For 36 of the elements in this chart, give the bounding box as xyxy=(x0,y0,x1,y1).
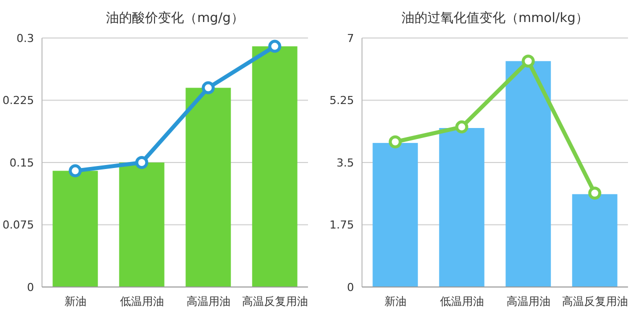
y-tick-label: 0.3 xyxy=(16,32,34,45)
point xyxy=(522,54,535,68)
x-tick-label: 高温用油 xyxy=(506,295,550,308)
y-tick-label: 7 xyxy=(347,32,354,45)
y-tick-label: 5.25 xyxy=(330,94,354,108)
point xyxy=(588,186,602,200)
y-tick-label: 0.225 xyxy=(2,94,34,108)
point xyxy=(202,81,215,94)
x-tick-label: 高温反复用油 xyxy=(562,295,628,308)
chart-title: 油的过氧化值变化（mmol/kg） xyxy=(401,11,589,26)
bar xyxy=(572,194,618,287)
bar xyxy=(119,162,164,287)
y-tick-label: 0 xyxy=(27,280,34,294)
y-tick-label: 0.075 xyxy=(2,218,34,232)
bar xyxy=(506,61,551,287)
y-tick-label: 1.75 xyxy=(330,218,354,232)
y-tick-label: 0.15 xyxy=(10,156,34,170)
bar xyxy=(252,46,298,287)
point xyxy=(455,120,468,134)
point xyxy=(135,156,148,169)
x-tick-label: 低温用油 xyxy=(440,295,484,308)
x-tick-label: 低温用油 xyxy=(120,295,164,308)
x-tick-label: 高温反复用油 xyxy=(242,295,308,308)
bar xyxy=(52,170,98,287)
bar xyxy=(186,88,231,287)
y-tick-label: 3.5 xyxy=(336,156,354,170)
point xyxy=(268,40,282,53)
chart-title: 油的酸价变化（mg/g） xyxy=(106,11,244,26)
bar xyxy=(372,142,418,287)
x-tick-label: 高温用油 xyxy=(186,295,230,308)
x-tick-label: 新油 xyxy=(64,295,86,308)
y-tick-label: 0 xyxy=(347,280,354,294)
point xyxy=(388,135,402,148)
point xyxy=(68,164,82,178)
bar xyxy=(439,128,484,287)
x-tick-label: 新油 xyxy=(384,295,406,308)
